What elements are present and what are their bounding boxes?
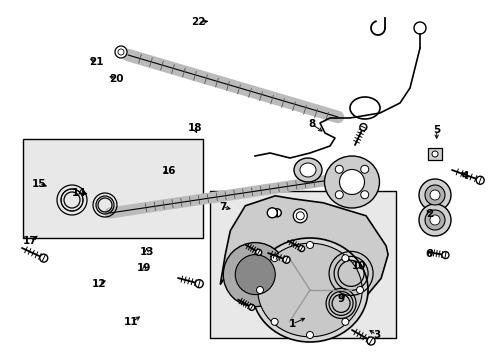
Circle shape <box>475 176 483 184</box>
Text: 9: 9 <box>337 294 344 304</box>
Text: 11: 11 <box>123 317 138 327</box>
Circle shape <box>335 191 343 199</box>
Bar <box>210 191 395 338</box>
Text: 18: 18 <box>187 123 202 133</box>
Text: 4: 4 <box>461 171 468 181</box>
Circle shape <box>195 280 203 288</box>
Text: 13: 13 <box>139 247 154 257</box>
Circle shape <box>429 190 439 200</box>
Text: 12: 12 <box>91 279 106 289</box>
Ellipse shape <box>293 158 321 182</box>
Circle shape <box>431 151 437 157</box>
Text: 6: 6 <box>425 249 432 259</box>
Polygon shape <box>220 196 387 318</box>
Ellipse shape <box>324 156 379 208</box>
Text: 20: 20 <box>109 74 123 84</box>
Circle shape <box>360 191 368 199</box>
Circle shape <box>223 243 286 307</box>
Circle shape <box>248 304 254 310</box>
Circle shape <box>413 22 425 34</box>
Circle shape <box>267 208 277 218</box>
Circle shape <box>341 318 348 325</box>
Circle shape <box>360 165 368 173</box>
Text: 8: 8 <box>308 119 315 129</box>
Text: 7: 7 <box>218 202 226 212</box>
Text: 10: 10 <box>351 261 366 271</box>
Text: 21: 21 <box>89 57 104 67</box>
Circle shape <box>441 252 448 258</box>
Bar <box>427 148 441 160</box>
Text: 16: 16 <box>161 166 176 176</box>
Circle shape <box>359 123 366 131</box>
Circle shape <box>270 318 278 325</box>
Ellipse shape <box>251 238 367 342</box>
Ellipse shape <box>257 243 362 337</box>
Circle shape <box>270 255 278 262</box>
Text: 14: 14 <box>72 188 86 198</box>
Circle shape <box>255 249 261 255</box>
Circle shape <box>283 256 289 263</box>
Circle shape <box>306 242 313 248</box>
Bar <box>23 139 203 238</box>
Text: 2: 2 <box>425 209 432 219</box>
Text: 5: 5 <box>432 125 439 135</box>
Text: 15: 15 <box>32 179 46 189</box>
Circle shape <box>40 254 48 262</box>
Circle shape <box>341 255 348 262</box>
Text: 1: 1 <box>288 319 295 329</box>
Text: 22: 22 <box>190 17 205 27</box>
Circle shape <box>429 215 439 225</box>
Circle shape <box>356 287 363 293</box>
Circle shape <box>298 246 304 252</box>
Text: 19: 19 <box>137 263 151 273</box>
Circle shape <box>335 165 343 173</box>
Circle shape <box>424 185 444 205</box>
Ellipse shape <box>299 163 315 177</box>
Text: 3: 3 <box>372 330 379 340</box>
Circle shape <box>293 209 306 223</box>
Ellipse shape <box>339 170 364 194</box>
Circle shape <box>424 210 444 230</box>
Circle shape <box>418 179 450 211</box>
Circle shape <box>273 209 281 217</box>
Circle shape <box>256 287 263 293</box>
Circle shape <box>366 337 374 345</box>
Circle shape <box>306 332 313 338</box>
Circle shape <box>418 204 450 236</box>
Text: 17: 17 <box>23 236 38 246</box>
Circle shape <box>115 46 127 58</box>
Circle shape <box>235 255 275 294</box>
